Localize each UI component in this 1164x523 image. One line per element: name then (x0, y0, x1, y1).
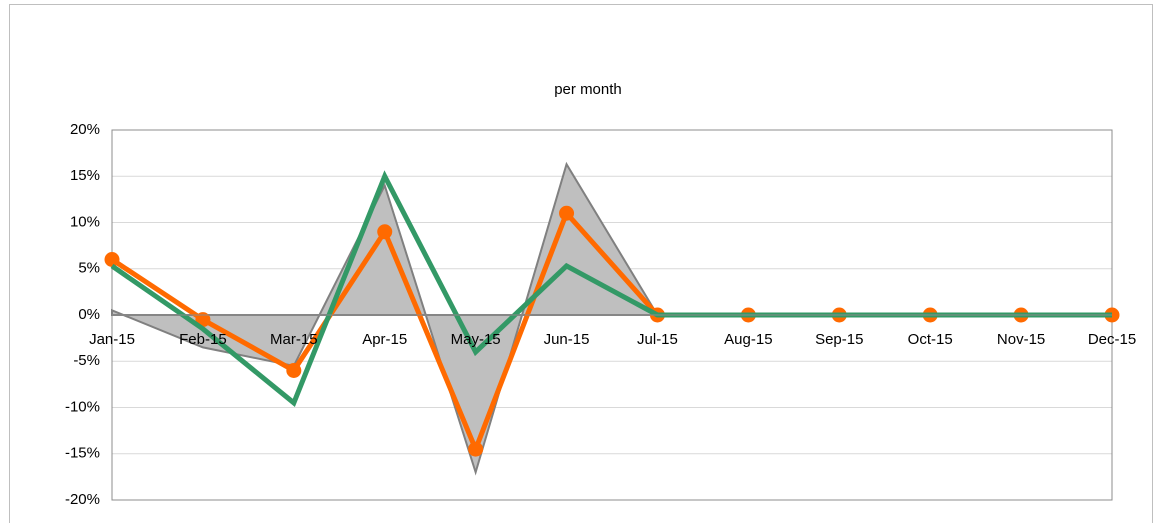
y-tick-label: -20% (65, 491, 100, 508)
y-tick-label: -15% (65, 445, 100, 462)
marker (104, 252, 120, 267)
x-tick-label: Dec-15 (1088, 331, 1136, 348)
marker (468, 441, 484, 457)
x-tick-label: Oct-15 (908, 331, 953, 348)
x-tick-label: May-15 (451, 331, 501, 348)
y-tick-label: 20% (70, 121, 100, 138)
x-tick-label: Mar-15 (270, 331, 318, 348)
y-tick-label: 0% (78, 306, 100, 323)
x-tick-label: Jun-15 (544, 331, 590, 348)
y-tick-label: 10% (70, 213, 100, 230)
y-tick-label: 15% (70, 167, 100, 184)
x-tick-label: Apr-15 (362, 331, 407, 348)
x-tick-label: Jan-15 (89, 331, 135, 348)
marker (559, 205, 575, 221)
x-tick-label: Aug-15 (724, 331, 772, 348)
marker (377, 224, 393, 240)
x-tick-label: Nov-15 (997, 331, 1045, 348)
marker (286, 363, 302, 378)
y-tick-label: -5% (73, 352, 100, 369)
y-tick-label: 5% (78, 260, 100, 277)
y-tick-label: -10% (65, 398, 100, 415)
x-tick-label: Feb-15 (179, 331, 227, 348)
x-tick-label: Jul-15 (637, 331, 678, 348)
x-tick-label: Sep-15 (815, 331, 863, 348)
chart-title: per month (554, 81, 622, 98)
